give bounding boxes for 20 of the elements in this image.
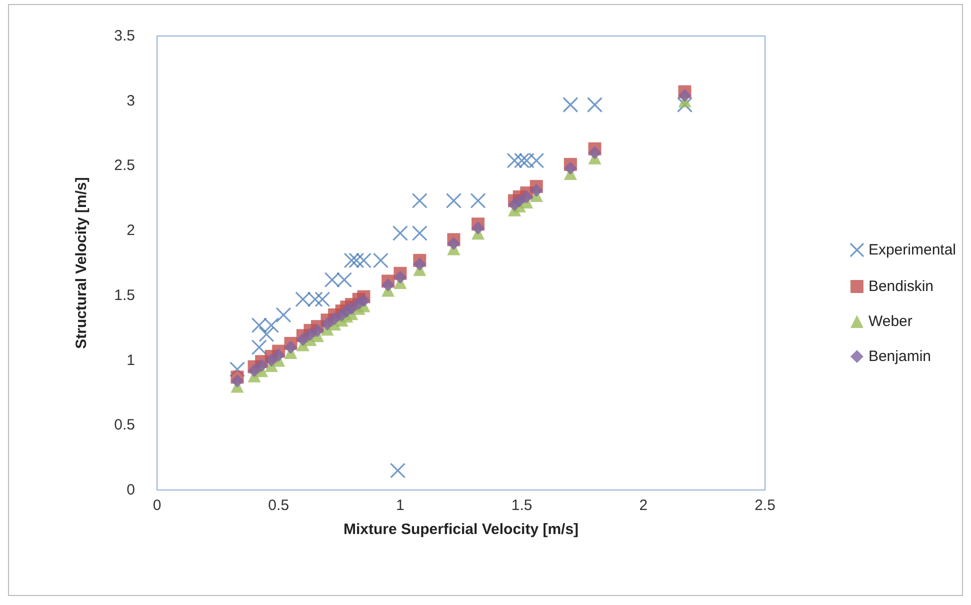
x-tick-label: 2.5 xyxy=(754,497,776,514)
legend-label: Experimental xyxy=(868,242,956,258)
y-tick-label: 0.5 xyxy=(114,416,135,434)
y-tick-label: 3 xyxy=(126,92,135,110)
x-tick-label: 1 xyxy=(396,497,404,514)
y-tick-label: 1.5 xyxy=(114,286,135,304)
y-tick-label: 0 xyxy=(126,482,135,498)
x-tick-label: 0.5 xyxy=(268,497,290,514)
y-tick-label: 2 xyxy=(126,222,135,240)
x-tick-label: 0 xyxy=(152,497,162,514)
legend-label: Weber xyxy=(868,313,912,330)
legend-label: Bendiskin xyxy=(868,278,934,295)
x-axis-title: Mixture Superficial Velocity [m/s] xyxy=(343,521,579,538)
x-tick-label: 2 xyxy=(639,497,648,514)
y-tick-label: 2.5 xyxy=(114,157,135,174)
y-axis-title: Structural Velocity [m/s] xyxy=(73,177,90,349)
x-tick-label: 1.5 xyxy=(511,497,532,514)
legend-label: Benjamin xyxy=(868,348,932,365)
y-tick-label: 1 xyxy=(126,352,135,369)
y-tick-label: 3.5 xyxy=(114,28,135,44)
